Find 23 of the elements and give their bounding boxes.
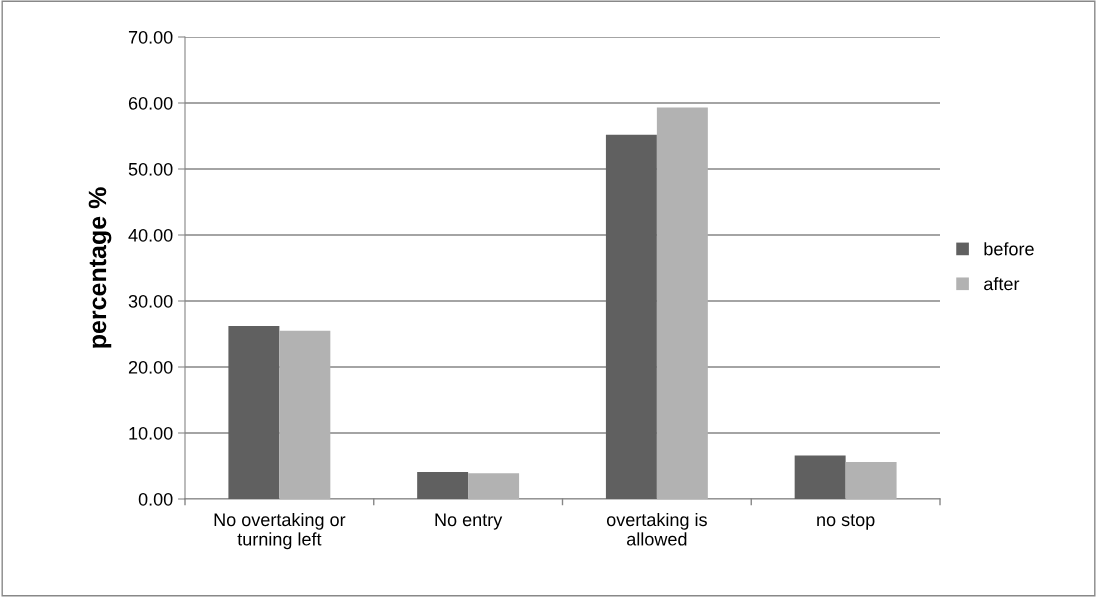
y-axis-title: percentage %	[88, 187, 112, 348]
y-tick-label: 20.00	[128, 360, 173, 374]
bar	[605, 134, 657, 499]
y-tick-label: 70.00	[128, 30, 173, 44]
bar	[417, 471, 469, 499]
bar	[845, 462, 897, 499]
x-tick-label: No overtaking or turning left	[214, 512, 346, 550]
y-tick-label: 0.00	[138, 492, 173, 506]
x-tick-label: overtaking is allowed	[606, 512, 707, 546]
bar	[468, 473, 520, 499]
legend-label: before	[984, 242, 1034, 256]
legend-label: after	[984, 277, 1020, 291]
x-tick-label: no stop	[817, 514, 875, 530]
bar	[656, 107, 708, 499]
y-tick-label: 10.00	[129, 426, 173, 440]
bar	[279, 330, 331, 499]
bar	[228, 326, 280, 499]
bar	[794, 455, 846, 499]
y-tick-label: 30.00	[128, 294, 173, 308]
y-tick-label: 50.00	[128, 162, 173, 176]
x-tick-label: No entry	[435, 513, 503, 530]
y-tick-label: 40.00	[128, 228, 173, 242]
y-tick-label: 60.00	[128, 96, 173, 110]
